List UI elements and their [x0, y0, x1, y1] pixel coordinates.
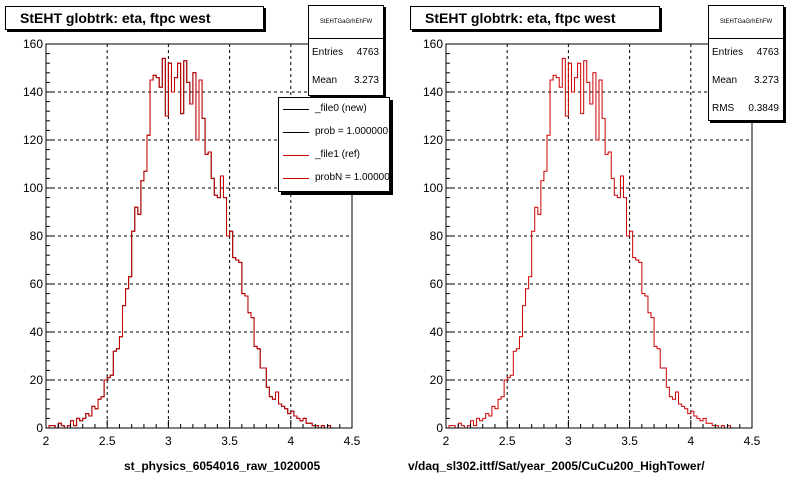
y-tick-label: 140: [423, 85, 443, 99]
x-tick-label: 2: [43, 434, 50, 448]
y-tick-label: 100: [423, 181, 443, 195]
legend-label-probn: probN = 1.000000: [315, 172, 390, 183]
right-entries-label: Entries: [712, 47, 744, 58]
legend-entry-ref: _file1 (ref): [279, 144, 389, 167]
x-tick-label: 3.5: [621, 434, 638, 448]
x-tick-label: 2: [443, 434, 450, 448]
left-legend: _file0 (new) prob = 1.000000 _file1 (ref…: [278, 97, 390, 192]
x-tick-label: 4: [287, 434, 294, 448]
histogram-series-0: [446, 57, 752, 429]
right-stats-rms: RMS 0.3849: [709, 95, 783, 123]
legend-entry-prob: prob = 1.000000: [279, 121, 389, 144]
y-tick-label: 20: [430, 373, 444, 387]
y-tick-label: 20: [30, 373, 44, 387]
left-mean-value: 3.273: [353, 75, 379, 86]
y-tick-label: 0: [436, 421, 443, 435]
left-stats-entries: Entries 4763: [309, 39, 383, 67]
y-tick-label: 160: [23, 37, 43, 51]
y-tick-label: 140: [23, 85, 43, 99]
legend-swatch-ref: [283, 155, 309, 156]
y-tick-label: 40: [430, 325, 444, 339]
y-tick-label: 80: [430, 229, 444, 243]
x-tick-label: 4: [687, 434, 694, 448]
y-tick-label: 100: [23, 181, 43, 195]
right-stats-box: StEHTGaGrhEhFW Entries 4763 Mean 3.273 R…: [708, 5, 784, 121]
y-tick-label: 60: [430, 277, 444, 291]
right-x-axis-title: v/daq_sl302.ittf/Sat/year_2005/CuCu200_H…: [408, 459, 705, 473]
left-chart-title: StEHT globtrk: eta, ftpc west: [5, 6, 264, 30]
histogram-series-1: [46, 57, 352, 429]
legend-swatch-probn: [283, 178, 309, 179]
plot-left: 2 2.5 3 3.5 4 4.5 0 20 40 60 80 100 120 140 160: [23, 37, 361, 448]
y-tick-label: 160: [423, 37, 443, 51]
x-tick-label: 2.5: [499, 434, 516, 448]
right-mean-value: 3.273: [753, 75, 779, 86]
y-tick-label: 0: [36, 421, 43, 435]
right-mean-label: Mean: [712, 75, 738, 86]
right-chart-title-text: StEHT globtrk: eta, ftpc west: [425, 10, 616, 26]
y-tick-label: 40: [30, 325, 44, 339]
right-stats-header: StEHTGaGrhEhFW: [709, 6, 783, 39]
right-rms-label: RMS: [712, 103, 735, 114]
left-chart-title-text: StEHT globtrk: eta, ftpc west: [20, 10, 211, 26]
x-tick-label: 3.5: [221, 434, 238, 448]
legend-swatch-new: [283, 109, 309, 110]
legend-entry-new: _file0 (new): [279, 98, 389, 121]
left-entries-label: Entries: [312, 47, 344, 58]
right-stats-mean: Mean 3.273: [709, 67, 783, 95]
x-tick-label: 2.5: [99, 434, 116, 448]
x-tick-label: 4.5: [744, 434, 761, 448]
left-stats-box: StEHTGaGrhEhFW Entries 4763 Mean 3.273: [308, 5, 384, 96]
right-rms-value: 0.3849: [748, 103, 779, 114]
legend-label-ref: _file1 (ref): [315, 149, 361, 160]
x-tick-label: 3: [565, 434, 572, 448]
left-x-axis-title: st_physics_6054016_raw_1020005: [124, 459, 321, 473]
legend-entry-probn: probN = 1.000000: [279, 167, 389, 190]
x-tick-label: 3: [165, 434, 172, 448]
left-entries-value: 4763: [356, 47, 379, 58]
y-tick-label: 80: [30, 229, 44, 243]
y-tick-label: 120: [423, 133, 443, 147]
x-tick-label: 4.5: [344, 434, 361, 448]
legend-label-prob: prob = 1.000000: [315, 126, 389, 137]
left-mean-label: Mean: [312, 75, 338, 86]
y-tick-label: 60: [30, 277, 44, 291]
right-chart-title: StEHT globtrk: eta, ftpc west: [410, 6, 660, 30]
legend-swatch-prob: [283, 132, 309, 133]
plot-right: 2 2.5 3 3.5 4 4.5 0 20 40 60 80 100 120 140 160: [423, 37, 761, 448]
y-tick-label: 120: [23, 133, 43, 147]
right-entries-value: 4763: [756, 47, 779, 58]
right-stats-entries: Entries 4763: [709, 39, 783, 67]
legend-label-new: _file0 (new): [315, 103, 367, 114]
left-stats-header: StEHTGaGrhEhFW: [309, 6, 383, 39]
left-stats-mean: Mean 3.273: [309, 67, 383, 95]
